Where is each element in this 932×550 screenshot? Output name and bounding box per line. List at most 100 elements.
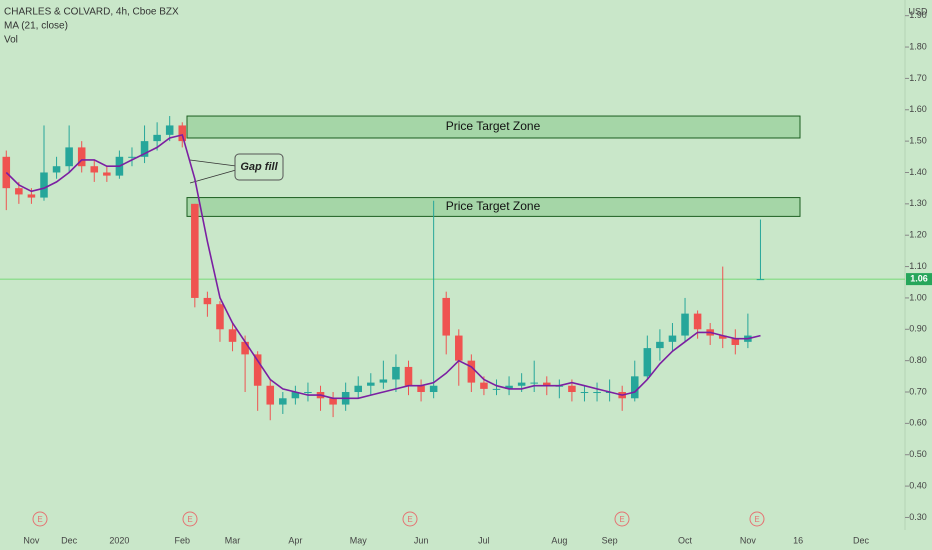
x-tick-label: May bbox=[350, 535, 368, 545]
candle-body bbox=[455, 335, 463, 361]
candle-body bbox=[467, 360, 476, 383]
candle-body bbox=[52, 166, 61, 173]
candle-body bbox=[228, 329, 237, 342]
last-price-tag bbox=[906, 273, 932, 286]
x-tick-label: 16 bbox=[793, 535, 803, 545]
x-tick-label: Jun bbox=[414, 535, 429, 545]
vol-label: Vol bbox=[4, 35, 18, 46]
target-zone bbox=[186, 115, 801, 139]
candle-body bbox=[128, 156, 136, 158]
candle-body bbox=[392, 366, 400, 380]
x-tick-label: Oct bbox=[678, 535, 693, 545]
x-tick-label: Apr bbox=[288, 535, 302, 545]
target-zone-label: Price Target Zone bbox=[446, 199, 541, 213]
candle-body bbox=[643, 348, 652, 377]
y-tick-label: 0.60 bbox=[909, 418, 927, 428]
y-tick-label: 1.60 bbox=[909, 104, 927, 114]
x-tick-label: Aug bbox=[551, 535, 567, 545]
candle-body bbox=[543, 382, 551, 386]
candle-body bbox=[241, 341, 249, 355]
y-tick-label: 1.70 bbox=[909, 73, 927, 83]
callout-line bbox=[189, 169, 237, 184]
earnings-label: E bbox=[754, 515, 759, 524]
earnings-marker bbox=[749, 511, 765, 527]
candle-body bbox=[2, 156, 11, 189]
earnings-label: E bbox=[619, 515, 624, 524]
candle-body bbox=[216, 304, 224, 330]
candle-body bbox=[90, 166, 99, 173]
y-tick-label: 1.20 bbox=[909, 230, 927, 240]
y-tick-label: 0.30 bbox=[909, 512, 927, 522]
candle-body bbox=[442, 297, 450, 336]
candle-body bbox=[165, 125, 174, 135]
candle-body bbox=[718, 335, 727, 339]
candle-body bbox=[65, 147, 73, 167]
currency: USD bbox=[908, 6, 928, 16]
ma-label: MA (21, close) bbox=[4, 21, 68, 32]
candle-body bbox=[279, 398, 287, 405]
candle-body bbox=[492, 388, 501, 390]
candle-body bbox=[103, 172, 111, 176]
candle-body bbox=[630, 376, 639, 399]
target-zone-label: Price Target Zone bbox=[446, 119, 541, 133]
symbol-title: CHARLES & COLVARD, 4h, Cboe BZX bbox=[4, 7, 179, 18]
legend: CHARLES & COLVARD, 4h, Cboe BZX MA (21, … bbox=[4, 7, 179, 46]
last-price-label: 1.06 bbox=[910, 273, 928, 283]
candle-body bbox=[203, 297, 212, 305]
y-tick-label: 0.80 bbox=[909, 355, 927, 365]
candle-body bbox=[530, 382, 538, 384]
candle-body bbox=[379, 379, 388, 383]
y-tick-label: 1.80 bbox=[909, 41, 927, 51]
earnings-label: E bbox=[407, 515, 412, 524]
x-tick-label: Sep bbox=[602, 535, 618, 545]
candle-body bbox=[178, 125, 187, 142]
x-tick-label: Dec bbox=[61, 535, 78, 545]
candle-body bbox=[329, 398, 337, 405]
x-tick-label: 2020 bbox=[109, 535, 129, 545]
x-tick-label: Nov bbox=[740, 535, 757, 545]
y-tick-label: 0.70 bbox=[909, 386, 927, 396]
candle-body bbox=[304, 392, 312, 394]
candle-body bbox=[517, 382, 526, 386]
y-tick-label: 1.90 bbox=[909, 10, 927, 20]
y-tick-label: 0.40 bbox=[909, 480, 927, 490]
candle-body bbox=[266, 385, 275, 405]
candle-body bbox=[191, 203, 199, 298]
callout-box bbox=[234, 153, 284, 181]
candle-body bbox=[731, 338, 740, 345]
candle-body bbox=[593, 392, 601, 394]
candle-body bbox=[253, 354, 262, 386]
candle-body bbox=[40, 172, 48, 198]
callout-text: Gap fill bbox=[240, 161, 278, 173]
earnings-marker bbox=[182, 511, 198, 527]
candle-body bbox=[681, 313, 689, 336]
earnings-label: E bbox=[187, 515, 192, 524]
candle-body bbox=[480, 382, 488, 389]
x-tick-label: Feb bbox=[174, 535, 190, 545]
candle-body bbox=[367, 382, 375, 386]
candle-body bbox=[668, 335, 677, 342]
y-tick-label: 1.10 bbox=[909, 261, 927, 271]
candle-body bbox=[656, 341, 664, 349]
candle-body bbox=[505, 385, 513, 389]
y-tick-label: 1.30 bbox=[909, 198, 927, 208]
candle-body bbox=[77, 147, 86, 167]
y-tick-label: 1.00 bbox=[909, 292, 927, 302]
x-tick-label: Mar bbox=[225, 535, 241, 545]
earnings-marker bbox=[32, 511, 48, 527]
earnings-marker bbox=[402, 511, 418, 527]
y-tick-label: 0.90 bbox=[909, 324, 927, 334]
candle-body bbox=[568, 385, 576, 393]
candle-body bbox=[27, 194, 36, 198]
candle-body bbox=[354, 385, 362, 393]
x-tick-label: Nov bbox=[23, 535, 40, 545]
candle-body bbox=[417, 385, 425, 393]
x-tick-label: Jul bbox=[478, 535, 490, 545]
y-tick-label: 1.40 bbox=[909, 167, 927, 177]
y-tick-label: 0.50 bbox=[909, 449, 927, 459]
candle-body bbox=[580, 392, 589, 394]
earnings-marker bbox=[614, 511, 630, 527]
